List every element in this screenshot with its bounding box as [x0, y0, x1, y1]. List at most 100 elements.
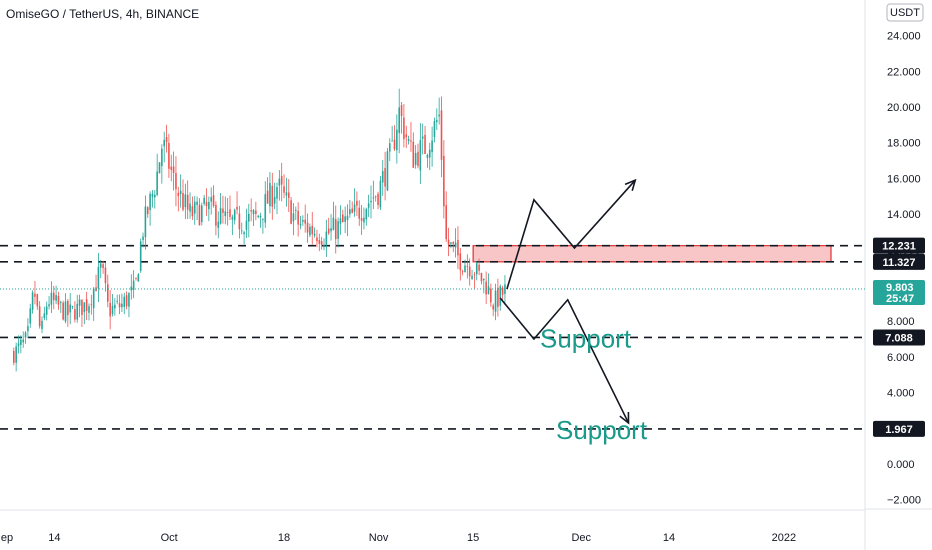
level-label-bg — [873, 253, 925, 270]
candle-body — [74, 309, 76, 320]
y-tick-label: 6.000 — [887, 352, 915, 364]
candle-body — [386, 151, 389, 191]
y-tick-label: 14.000 — [887, 209, 921, 221]
currency-button[interactable]: USDT — [886, 3, 924, 22]
candle-body — [334, 219, 337, 240]
last-price-value: 9.803 — [886, 282, 914, 294]
candle-body — [177, 192, 180, 197]
candle-body — [172, 166, 175, 173]
x-tick-label: 14 — [48, 532, 60, 544]
projection-bearish[interactable] — [499, 297, 630, 424]
candle-body — [311, 225, 314, 235]
candle-body — [212, 195, 215, 206]
level-label-bg — [873, 329, 925, 346]
candle-body — [219, 207, 222, 224]
support-annotation[interactable]: Support — [540, 323, 632, 353]
candle-body — [90, 304, 93, 306]
candle-body — [257, 215, 259, 218]
candle-body — [60, 302, 62, 303]
candle-body — [217, 221, 220, 228]
candle-body — [356, 200, 358, 206]
candle-body — [457, 239, 459, 256]
candle-body — [353, 204, 356, 212]
candle-body — [443, 155, 445, 207]
candle-body — [372, 197, 375, 199]
candle-body — [132, 280, 135, 290]
candle-body — [135, 277, 137, 279]
candle-body — [252, 210, 255, 215]
candle-body — [15, 346, 17, 363]
candle-body — [454, 242, 457, 248]
candle-body — [499, 286, 502, 306]
candle-body — [344, 216, 346, 222]
candle-body — [431, 140, 433, 153]
candle-body — [407, 139, 410, 141]
resistance-zone[interactable] — [472, 245, 832, 263]
candle-body — [27, 326, 29, 332]
candle-body — [389, 143, 391, 152]
candle-body — [69, 304, 71, 313]
candle-body — [36, 294, 39, 307]
candle-body — [419, 140, 422, 171]
candle-body — [370, 200, 372, 203]
candle-body — [48, 304, 50, 307]
candle-body — [391, 140, 393, 142]
candle-body — [450, 242, 452, 244]
candle-body — [379, 180, 382, 208]
candle-body — [62, 302, 64, 320]
candle-body — [233, 209, 236, 221]
candle-body — [475, 263, 478, 275]
candle-body — [168, 142, 170, 169]
candle-body — [205, 201, 208, 207]
candle-body — [299, 223, 302, 226]
candle-body — [243, 232, 245, 235]
candle-body — [480, 272, 483, 282]
candle-body — [346, 215, 349, 221]
candle-body — [459, 253, 462, 271]
candle-body — [349, 209, 351, 215]
candle-body — [109, 302, 111, 317]
level-price-label: 1.967 — [885, 424, 913, 436]
candle-body — [55, 295, 57, 301]
candle-body — [436, 120, 438, 122]
candle-body — [13, 350, 15, 363]
candle-body — [34, 293, 36, 297]
y-tick-label: 0.000 — [887, 459, 915, 471]
candle-body — [88, 306, 90, 313]
projection-bullish[interactable] — [506, 179, 636, 290]
candle-body — [130, 286, 133, 291]
chart-title: OmiseGO / TetherUS, 4h, BINANCE — [6, 7, 199, 21]
candle-body — [414, 153, 417, 165]
candle-body — [50, 292, 53, 305]
candle-body — [278, 178, 281, 186]
x-tick-label: 2022 — [772, 532, 796, 544]
x-tick-label: Oct — [161, 532, 178, 544]
candle-body — [248, 213, 250, 222]
candle-body — [483, 278, 485, 281]
candle-body — [146, 207, 149, 215]
candle-body — [215, 204, 217, 226]
last-price-label-bg — [873, 280, 925, 306]
candle-body — [231, 216, 234, 220]
candle-body — [142, 236, 144, 241]
candles — [13, 88, 506, 372]
candle-body — [313, 233, 316, 236]
last-price-countdown: 25:47 — [886, 293, 914, 305]
support-annotation[interactable]: Support — [556, 415, 648, 445]
candle-body — [497, 287, 499, 307]
candle-body — [490, 288, 492, 303]
level-price-label: 12.231 — [882, 241, 916, 253]
candle-body — [473, 274, 476, 276]
candle-body — [351, 208, 353, 213]
candle-body — [290, 200, 292, 224]
candle-body — [332, 217, 335, 230]
candle-body — [24, 332, 27, 338]
candle-body — [273, 196, 276, 204]
candle-body — [198, 204, 201, 226]
candle-body — [31, 292, 34, 310]
candle-body — [403, 117, 405, 140]
candle-body — [266, 190, 269, 204]
candle-body — [468, 266, 471, 277]
candle-body — [156, 171, 158, 195]
